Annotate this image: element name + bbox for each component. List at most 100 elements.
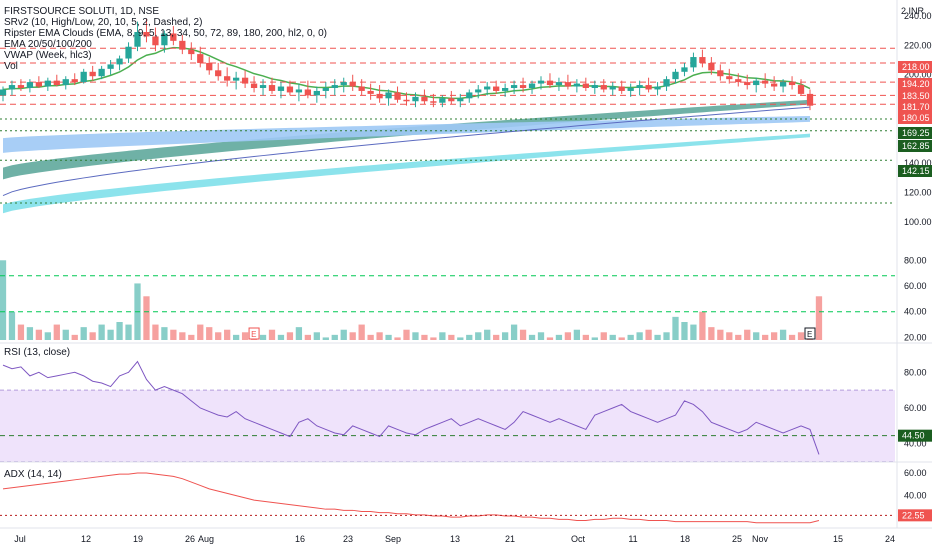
indicator-vwap[interactable]: VWAP (Week, hlc3): [4, 50, 92, 61]
adx-title[interactable]: ADX (14, 14): [4, 469, 62, 480]
volume-bar: [376, 332, 383, 340]
candle-body: [152, 36, 159, 46]
time-tick-label: Oct: [571, 534, 586, 544]
time-tick-label: 23: [343, 534, 353, 544]
candle-body: [224, 76, 231, 81]
price-tick-label: 200.00: [904, 70, 932, 80]
candle-body: [537, 80, 545, 84]
volume-bar: [232, 334, 240, 340]
ema-cloud-teal: [3, 99, 810, 180]
time-tick-label: 13: [450, 534, 460, 544]
rsi-line: [2, 360, 820, 455]
volume-bar: [295, 327, 303, 340]
candle-body: [259, 85, 267, 88]
volume-bar: [744, 329, 751, 340]
time-tick-label: 12: [81, 534, 91, 544]
volume-bar: [349, 332, 356, 340]
rsi-band: [0, 390, 895, 462]
time-tick-label: 18: [680, 534, 690, 544]
candle-body: [295, 89, 303, 93]
volume-bar: [484, 329, 491, 340]
volume-bar: [197, 324, 204, 340]
volume-bar: [770, 332, 778, 340]
time-tick-label: 26: [185, 534, 195, 544]
candle-body: [107, 64, 114, 69]
earnings-marker-label: E: [807, 330, 812, 339]
volume-bar: [143, 296, 150, 340]
indicator-ripster[interactable]: Ripster EMA Clouds (EMA, 8, 9, 5, 13, 34…: [4, 28, 327, 39]
candle-body: [735, 79, 742, 83]
volume-bar: [555, 334, 563, 340]
price-badge: [898, 112, 932, 124]
candle-body: [62, 79, 69, 86]
volume-bar: [735, 334, 742, 340]
candle-body: [519, 85, 527, 88]
volume-bar: [627, 334, 634, 340]
rsi-title[interactable]: RSI (13, close): [4, 347, 71, 358]
price-badge: [898, 165, 932, 177]
time-tick-label: 11: [628, 534, 637, 544]
volume-bar: [331, 334, 338, 340]
price-badge: [898, 127, 932, 139]
rsi-badge-text: 44.50: [902, 431, 925, 441]
volume-bar: [546, 337, 554, 340]
candle-body: [466, 92, 473, 99]
time-tick-label: Jul: [14, 534, 26, 544]
volume-bar: [98, 324, 105, 340]
candle-body: [394, 92, 401, 100]
candle-body: [277, 86, 285, 91]
volume-bar: [206, 327, 213, 340]
candle-body: [708, 62, 715, 71]
volume-bar: [152, 324, 159, 340]
price-badge: [898, 78, 932, 90]
symbol-title[interactable]: FIRSTSOURCE SOLUTI, 1D, NSE: [4, 6, 160, 17]
candle-body: [636, 85, 643, 88]
candle-body: [600, 85, 607, 90]
volume-bar: [475, 332, 482, 340]
candle-body: [197, 54, 204, 63]
candle-body: [753, 80, 760, 86]
volume-bar: [286, 332, 294, 340]
volume-bar: [788, 334, 796, 340]
candle-body: [349, 82, 356, 87]
volume-bar: [537, 332, 545, 340]
price-badge-text: 180.05: [902, 113, 930, 123]
volume-bar: [44, 332, 51, 340]
candle-body: [645, 85, 652, 90]
volume-bar: [753, 332, 760, 340]
price-badge-text: 169.25: [902, 128, 930, 138]
volume-bar: [367, 334, 374, 340]
volume-bar: [421, 334, 428, 340]
volume-bar: [699, 311, 706, 340]
volume-tick-label: 60.00: [904, 281, 927, 291]
indicator-srv2[interactable]: SRv2 (10, High/Low, 20, 10, 5, 2, Dashed…: [4, 17, 203, 28]
candle-body: [125, 46, 132, 59]
currency-label[interactable]: 2 INR: [900, 6, 924, 16]
candle-body: [98, 68, 105, 77]
candle-body: [770, 83, 778, 87]
adx-pane: [0, 472, 895, 524]
volume-bar: [815, 296, 823, 340]
volume-bar: [313, 332, 320, 340]
volume-bar: [564, 332, 572, 340]
candle-body: [26, 82, 34, 88]
price-tick-label: 140.00: [904, 158, 932, 168]
volume-bar: [690, 324, 697, 340]
volume-bar: [277, 334, 285, 340]
volume-bar: [259, 334, 267, 340]
volume-bar: [582, 334, 589, 340]
volume-bar: [726, 332, 733, 340]
volume-bar: [80, 327, 87, 340]
candle-body: [627, 88, 634, 91]
volume-bar: [358, 324, 365, 340]
candle-body: [403, 99, 410, 102]
volume-bar: [26, 327, 34, 340]
volume-bar: [681, 322, 688, 340]
indicator-ema[interactable]: EMA 20/50/100/200: [4, 39, 92, 50]
candle-body: [286, 86, 294, 93]
candle-body: [232, 77, 240, 81]
volume-bar: [430, 337, 437, 340]
indicator-volume[interactable]: Vol: [4, 61, 18, 72]
rsi-tick-label: 80.00: [904, 367, 927, 377]
